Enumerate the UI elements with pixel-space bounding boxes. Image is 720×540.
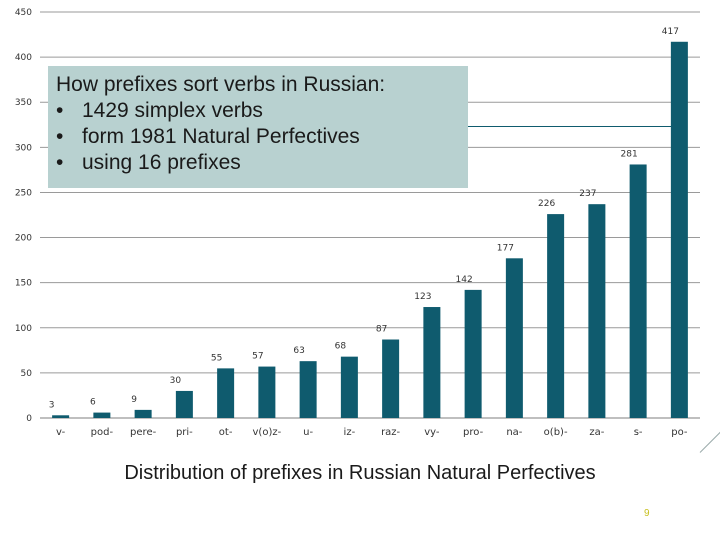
data-label: 226 bbox=[538, 199, 555, 209]
textbox-connector-line bbox=[468, 126, 675, 127]
bar bbox=[175, 390, 193, 418]
bar bbox=[505, 258, 523, 418]
list-item: • 1429 simplex verbs bbox=[56, 98, 468, 124]
data-label: 57 bbox=[252, 352, 263, 362]
x-tick-label: pod- bbox=[91, 427, 114, 438]
y-tick-label: 350 bbox=[15, 98, 32, 108]
bar bbox=[670, 41, 688, 418]
bar bbox=[547, 214, 565, 418]
summary-textbox: How prefixes sort verbs in Russian: • 142… bbox=[48, 66, 468, 188]
bar bbox=[134, 409, 152, 418]
bar bbox=[93, 412, 111, 418]
x-tick-label: v- bbox=[56, 427, 66, 438]
data-label: 87 bbox=[376, 325, 387, 335]
data-label: 6 bbox=[90, 398, 96, 408]
textbox-title: How prefixes sort verbs in Russian: bbox=[56, 73, 386, 96]
x-tick-label: za- bbox=[589, 427, 604, 438]
bars bbox=[52, 41, 688, 418]
data-label: 417 bbox=[662, 27, 679, 37]
bullet-glyph: • bbox=[56, 99, 64, 122]
bullet-text: 1429 simplex verbs bbox=[82, 99, 263, 122]
y-tick-label: 250 bbox=[15, 188, 32, 198]
data-label: 142 bbox=[456, 275, 473, 285]
data-label: 63 bbox=[293, 346, 304, 356]
x-tick-label: u- bbox=[303, 427, 313, 438]
x-axis-categories: v-pod-pere-pri-ot-v(o)z-u-iz-raz-vy-pro-… bbox=[56, 427, 688, 438]
bullet-text: using 16 prefixes bbox=[82, 151, 241, 174]
bullet-text: form 1981 Natural Perfectives bbox=[82, 125, 360, 148]
data-label: 123 bbox=[414, 292, 431, 302]
textbox-bullet-list: • 1429 simplex verbs • form 1981 Natural P… bbox=[56, 98, 468, 176]
x-tick-label: pro- bbox=[463, 427, 484, 438]
x-tick-label: pere- bbox=[130, 427, 157, 438]
bar bbox=[340, 356, 358, 418]
x-tick-label: ot- bbox=[219, 427, 233, 438]
x-tick-label: raz- bbox=[381, 427, 400, 438]
x-tick-label: iz- bbox=[344, 427, 356, 438]
bar bbox=[217, 368, 235, 418]
y-tick-label: 200 bbox=[15, 234, 32, 244]
data-label: 237 bbox=[579, 189, 596, 199]
x-tick-label: na- bbox=[506, 427, 522, 438]
bar bbox=[629, 164, 647, 418]
y-tick-label: 50 bbox=[21, 369, 33, 379]
x-tick-label: s- bbox=[634, 427, 643, 438]
data-label: 9 bbox=[131, 395, 137, 405]
bar bbox=[464, 289, 482, 418]
bar bbox=[258, 366, 276, 418]
list-item: • using 16 prefixes bbox=[56, 150, 468, 176]
y-tick-label: 400 bbox=[15, 53, 32, 63]
y-tick-label: 300 bbox=[15, 143, 32, 153]
y-tick-label: 100 bbox=[15, 324, 32, 334]
y-tick-label: 0 bbox=[26, 414, 32, 424]
bar bbox=[588, 204, 606, 418]
y-tick-label: 450 bbox=[15, 8, 32, 18]
y-tick-label: 150 bbox=[15, 279, 32, 289]
page-number: 9 bbox=[644, 508, 650, 519]
bullet-glyph: • bbox=[56, 151, 64, 174]
bar bbox=[299, 361, 317, 418]
data-label: 281 bbox=[621, 149, 638, 159]
list-item: • form 1981 Natural Perfectives bbox=[56, 124, 468, 150]
x-tick-label: v(o)z- bbox=[253, 427, 282, 438]
x-tick-label: vy- bbox=[424, 427, 440, 438]
bar bbox=[52, 415, 70, 418]
y-axis-ticks: 0 50 100 150 200 250 300 350 400 450 bbox=[15, 8, 32, 424]
x-tick-label: pri- bbox=[176, 427, 193, 438]
data-labels: 3 6 9 30 55 57 63 68 87 123 142 177 226 237 281 417 bbox=[49, 27, 679, 411]
bar bbox=[382, 339, 400, 418]
data-label: 55 bbox=[211, 353, 222, 363]
chart-caption: Distribution of prefixes in Russian Natu… bbox=[124, 462, 596, 484]
x-tick-label: po- bbox=[671, 427, 688, 438]
x-tick-label: o(b)- bbox=[544, 427, 568, 438]
data-label: 177 bbox=[497, 243, 514, 253]
data-label: 68 bbox=[335, 342, 347, 352]
data-label: 30 bbox=[170, 376, 182, 386]
data-label: 3 bbox=[49, 400, 55, 410]
bar bbox=[423, 307, 441, 418]
bullet-glyph: • bbox=[56, 125, 64, 148]
